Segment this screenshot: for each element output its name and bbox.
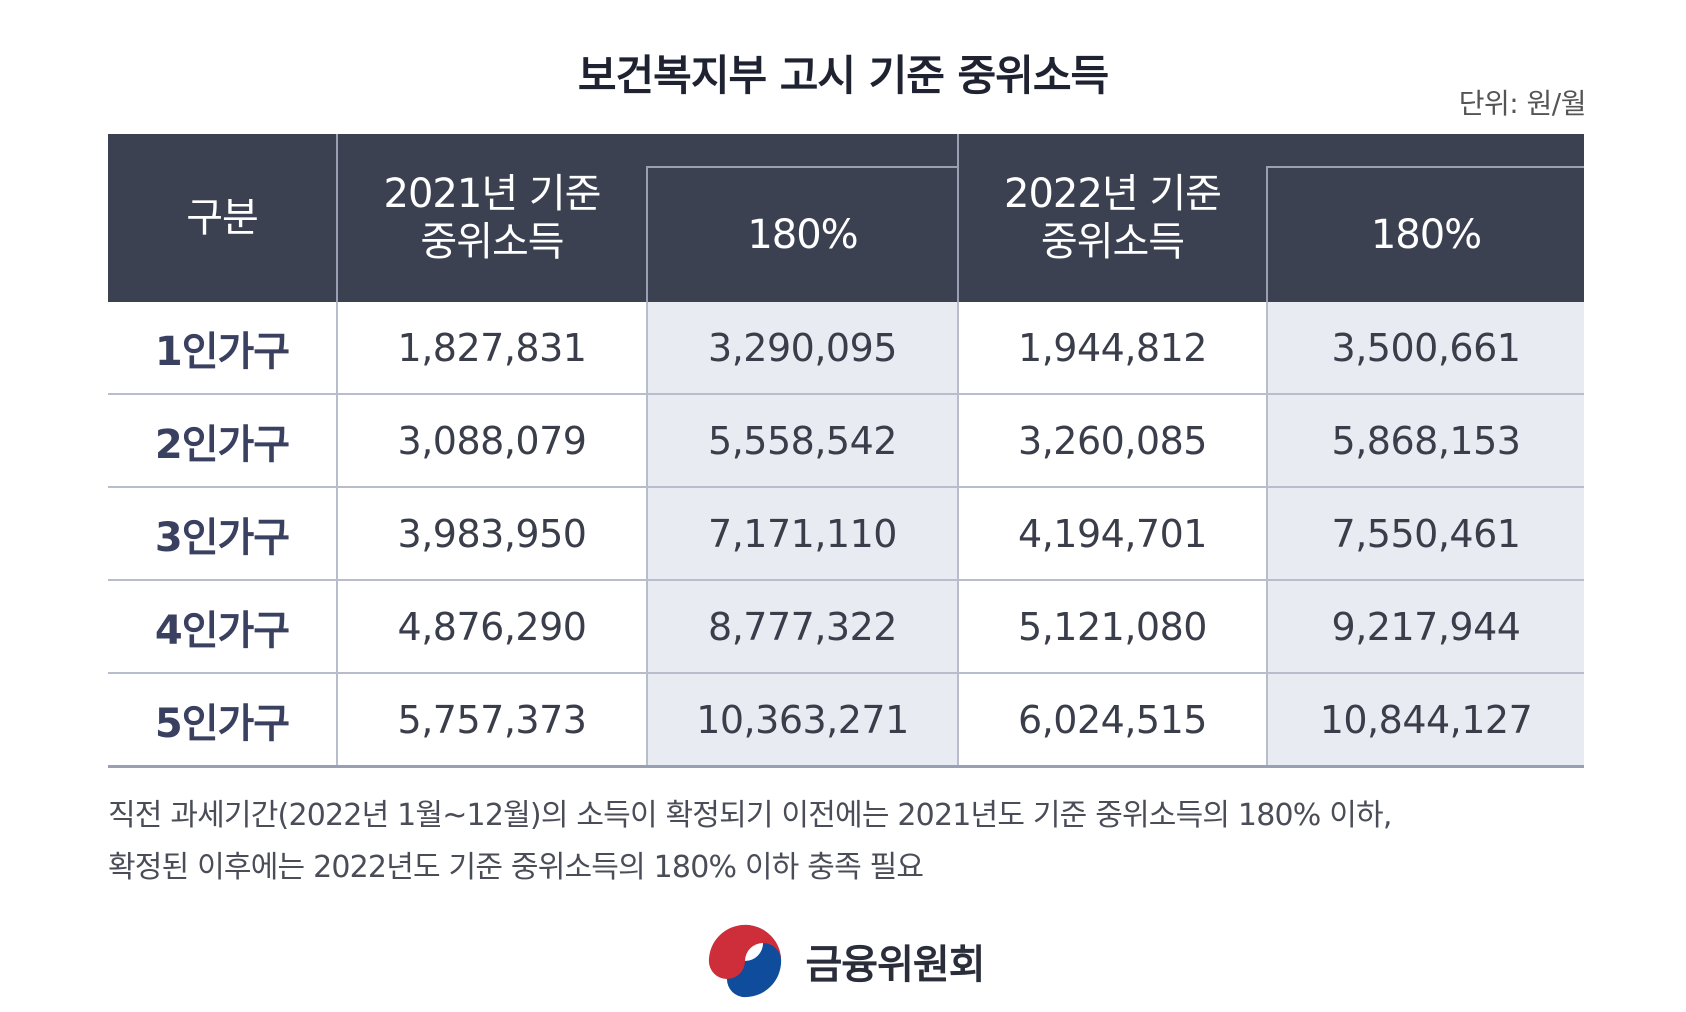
header-2021-spacer: [647, 134, 958, 167]
table-body: 1인가구 1,827,831 3,290,095 1,944,812 3,500…: [108, 302, 1584, 768]
cell-2021-median: 4,876,290: [336, 580, 647, 674]
table-row: 3인가구 3,983,950 7,171,110 4,194,701 7,550…: [108, 487, 1584, 581]
row-label: 4인가구: [108, 580, 337, 674]
cell-2021-median: 5,757,373: [336, 673, 647, 768]
footnote-line-1: 직전 과세기간(2022년 1월~12월)의 소득이 확정되기 이전에는 202…: [108, 798, 1392, 833]
cell-2022-180pct: 10,844,127: [1266, 673, 1584, 768]
org-name: 금융위원회: [805, 942, 986, 988]
median-income-table: 구분 2021년 기준 중위소득 2022년 기준 중위소득 180% 180%…: [108, 134, 1584, 768]
cell-2022-median: 5,121,080: [957, 580, 1267, 674]
cell-2021-180pct: 8,777,322: [646, 580, 958, 674]
header-2021-median: 2021년 기준 중위소득: [336, 134, 647, 302]
cell-2022-median: 4,194,701: [957, 487, 1267, 581]
table-header: 구분 2021년 기준 중위소득 2022년 기준 중위소득 180% 180%: [108, 134, 1584, 302]
footer-logo: 금융위원회: [0, 918, 1686, 1004]
unit-label: 단위: 원/월: [1458, 87, 1587, 120]
chart-title: 보건복지부 고시 기준 중위소득: [577, 51, 1109, 100]
cell-2022-180pct: 9,217,944: [1266, 580, 1584, 674]
table-row: 2인가구 3,088,079 5,558,542 3,260,085 5,868…: [108, 394, 1584, 488]
header-2021-line1: 2021년 기준: [383, 171, 602, 217]
header-2022-line1: 2022년 기준: [1004, 171, 1222, 217]
footnote-line-2: 확정된 이후에는 2022년도 기준 중위소득의 180% 이하 충족 필요: [108, 850, 924, 885]
cell-2021-median: 3,088,079: [336, 394, 647, 488]
cell-2022-180pct: 3,500,661: [1266, 302, 1584, 395]
cell-2021-180pct: 10,363,271: [646, 673, 958, 768]
cell-2022-median: 1,944,812: [957, 302, 1267, 395]
header-2022-median: 2022년 기준 중위소득: [957, 134, 1267, 302]
header-2021-line2: 중위소득: [420, 219, 564, 265]
header-2022-spacer: [1267, 134, 1584, 167]
taegeuk-icon: [708, 924, 781, 998]
cell-2021-180pct: 5,558,542: [646, 394, 958, 488]
income-table-wrapper: 구분 2021년 기준 중위소득 2022년 기준 중위소득 180% 180%…: [108, 134, 1584, 768]
cell-2022-180pct: 7,550,461: [1266, 487, 1584, 581]
header-2022-180pct: 180%: [1266, 166, 1584, 302]
header-category: 구분: [108, 134, 337, 302]
footnote: 직전 과세기간(2022년 1월~12월)의 소득이 확정되기 이전에는 202…: [108, 790, 1608, 894]
cell-2021-180pct: 3,290,095: [646, 302, 958, 395]
table-row: 5인가구 5,757,373 10,363,271 6,024,515 10,8…: [108, 673, 1584, 768]
cell-2021-median: 3,983,950: [336, 487, 647, 581]
row-label: 5인가구: [108, 673, 337, 768]
row-label: 2인가구: [108, 394, 337, 488]
cell-2022-median: 3,260,085: [957, 394, 1267, 488]
table-row: 4인가구 4,876,290 8,777,322 5,121,080 9,217…: [108, 580, 1584, 674]
header-2021-180pct: 180%: [646, 166, 958, 302]
cell-2021-180pct: 7,171,110: [646, 487, 958, 581]
table-row: 1인가구 1,827,831 3,290,095 1,944,812 3,500…: [108, 302, 1584, 395]
row-label: 1인가구: [108, 302, 337, 395]
cell-2022-180pct: 5,868,153: [1266, 394, 1584, 488]
row-label: 3인가구: [108, 487, 337, 581]
header-2022-line2: 중위소득: [1040, 219, 1185, 265]
cell-2022-median: 6,024,515: [957, 673, 1267, 768]
cell-2021-median: 1,827,831: [336, 302, 647, 395]
